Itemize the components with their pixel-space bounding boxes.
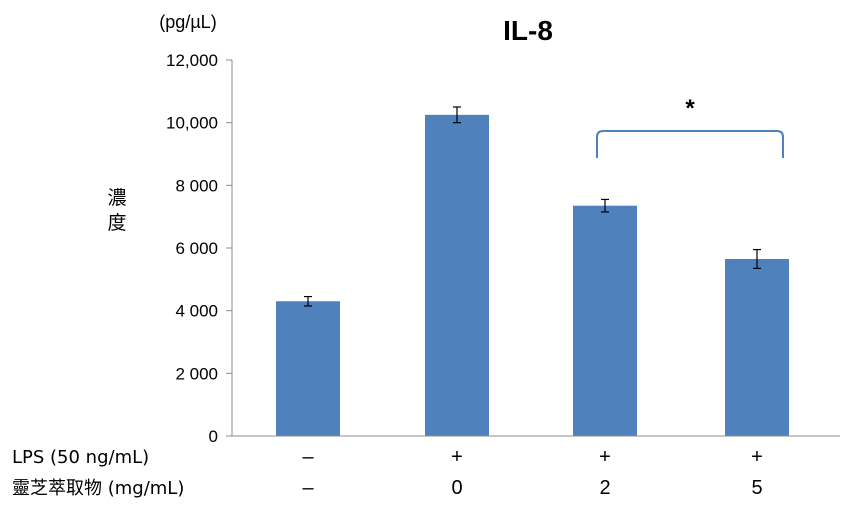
bar	[573, 205, 637, 436]
unit-label: (pg/µL)	[159, 12, 216, 32]
condition-value: 2	[599, 477, 610, 499]
bar	[276, 301, 340, 436]
y-tick-label: 4 000	[175, 302, 218, 321]
condition-value: 5	[751, 477, 762, 499]
y-tick-label: 6 000	[175, 239, 218, 258]
y-tick-label: 12,000	[166, 51, 218, 70]
condition-value: –	[302, 446, 314, 468]
y-tick-label: 2 000	[175, 364, 218, 383]
y-tick-label: 8 000	[175, 176, 218, 195]
condition-value: –	[302, 477, 314, 499]
chart-title: IL-8	[503, 15, 553, 46]
y-axis-label-char-1: 濃	[107, 187, 126, 209]
condition-value: +	[451, 446, 463, 468]
bar	[725, 258, 789, 436]
condition-value: +	[599, 446, 611, 468]
bar	[425, 114, 489, 436]
y-tick-label: 0	[209, 427, 218, 446]
significance-marker: *	[685, 95, 695, 122]
significance-bracket	[596, 130, 784, 158]
y-tick-label: 10,000	[166, 114, 218, 133]
condition-row-label: 靈芝萃取物 (mg/mL)	[12, 478, 184, 499]
y-axis-label-char-2: 度	[107, 212, 126, 234]
condition-value: 0	[451, 477, 462, 499]
condition-row-label: LPS (50 ng/mL)	[12, 447, 149, 468]
condition-value: +	[751, 446, 763, 468]
